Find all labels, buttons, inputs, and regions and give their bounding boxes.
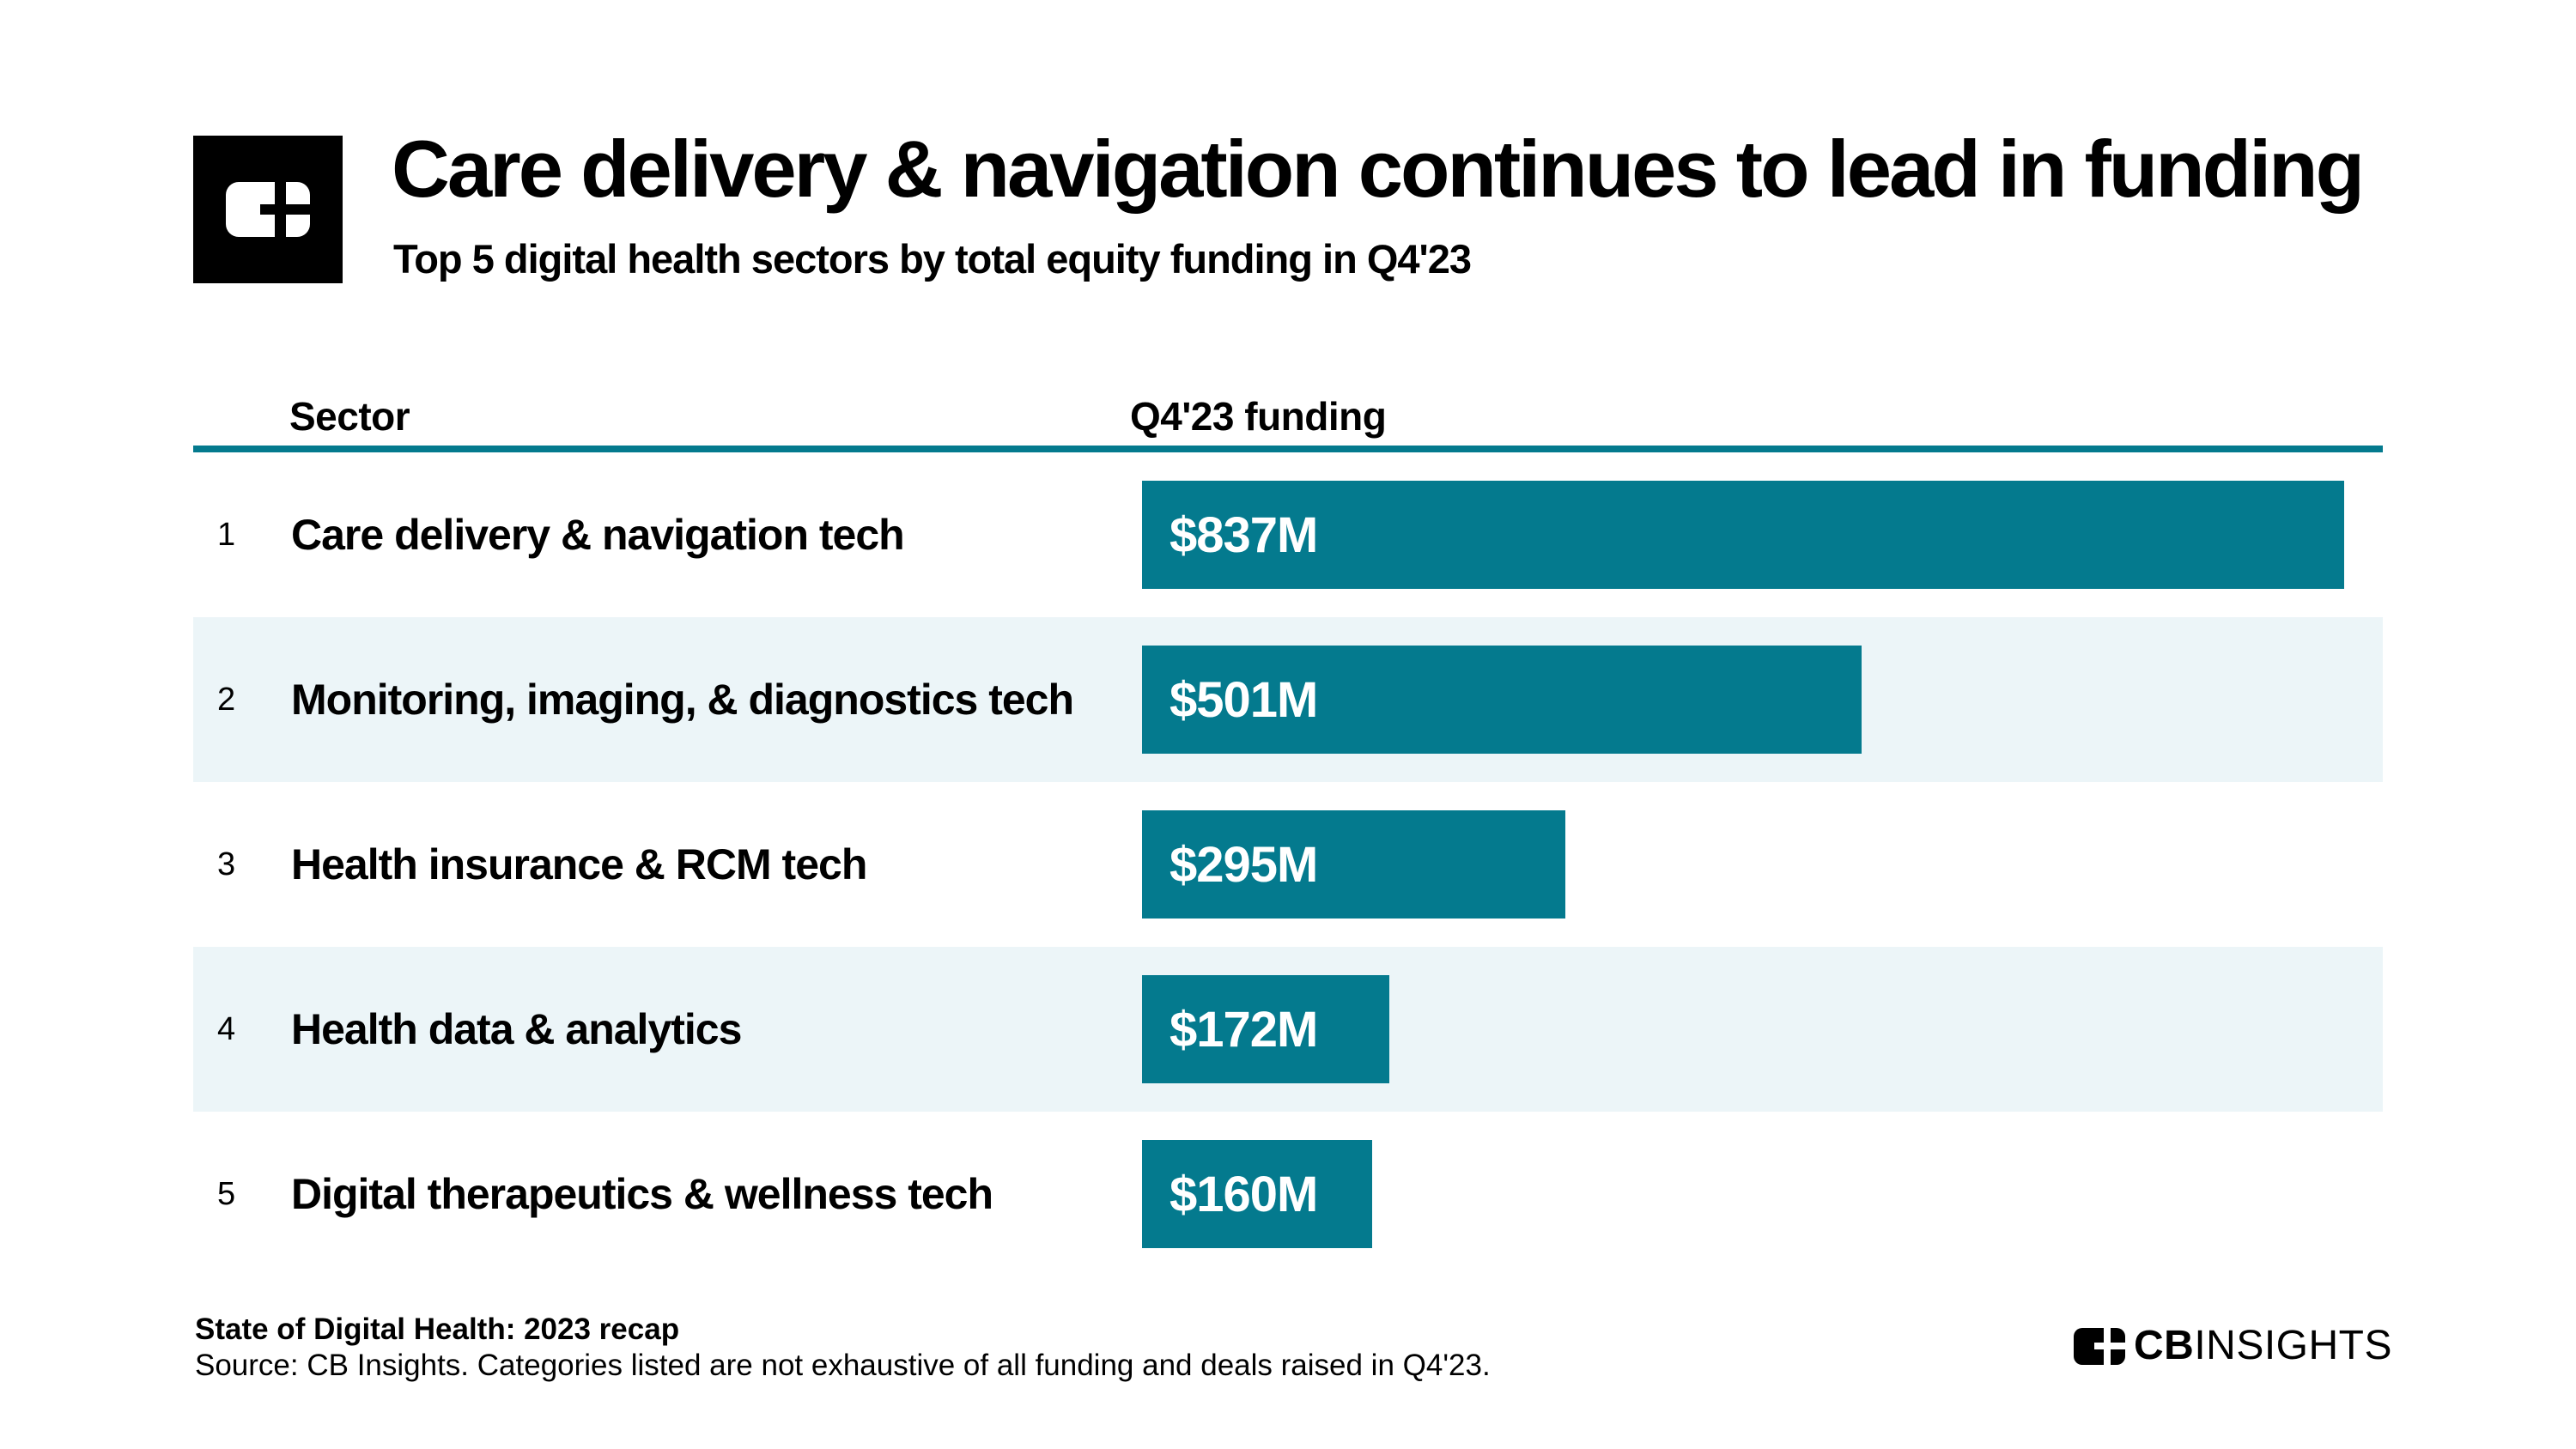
cb-insights-logo-mark	[193, 136, 343, 283]
brand-insights: INSIGHTS	[2194, 1323, 2393, 1368]
sector-name: Monitoring, imaging, & diagnostics tech	[291, 676, 1074, 724]
table-row: 2 Monitoring, imaging, & diagnostics tec…	[193, 617, 2383, 782]
cb-insights-window-icon	[2074, 1327, 2125, 1365]
funding-value: $837M	[1170, 506, 1318, 563]
sector-name: Health data & analytics	[291, 1005, 742, 1053]
rank-number: 2	[217, 681, 236, 718]
report-name: State of Digital Health: 2023 recap	[195, 1313, 680, 1346]
cbinsights-wordmark: CBINSIGHTS	[2074, 1325, 2392, 1367]
rank-number: 1	[217, 516, 236, 553]
rank-number: 5	[217, 1175, 236, 1212]
table-row: 1 Care delivery & navigation tech $837M	[193, 452, 2383, 617]
sector-name: Care delivery & navigation tech	[291, 511, 905, 559]
column-header-sector: Sector	[289, 394, 410, 439]
source-note: Source: CB Insights. Categories listed a…	[195, 1349, 1491, 1382]
sector-name: Digital therapeutics & wellness tech	[291, 1170, 993, 1218]
funding-bar: $172M	[1142, 975, 1389, 1083]
funding-value: $172M	[1170, 1001, 1318, 1058]
funding-value: $160M	[1170, 1166, 1318, 1222]
rank-number: 4	[217, 1010, 236, 1047]
funding-value: $501M	[1170, 671, 1318, 728]
sector-table: 1 Care delivery & navigation tech $837M …	[193, 452, 2383, 1276]
rank-number: 3	[217, 846, 236, 882]
page-subtitle: Top 5 digital health sectors by total eq…	[393, 236, 1472, 282]
cb-insights-window-icon	[226, 182, 310, 237]
funding-bar: $837M	[1142, 481, 2344, 589]
funding-bar: $501M	[1142, 646, 1862, 754]
column-header-funding: Q4'23 funding	[1130, 394, 1387, 439]
table-row: 5 Digital therapeutics & wellness tech $…	[193, 1112, 2383, 1276]
funding-value: $295M	[1170, 836, 1318, 893]
brand-cb: CB	[2134, 1323, 2195, 1368]
table-row: 3 Health insurance & RCM tech $295M	[193, 782, 2383, 947]
sector-name: Health insurance & RCM tech	[291, 840, 867, 888]
funding-bar: $160M	[1142, 1140, 1372, 1248]
page-title: Care delivery & navigation continues to …	[392, 124, 2365, 214]
table-row: 4 Health data & analytics $172M	[193, 947, 2383, 1112]
header-divider-rule	[193, 446, 2383, 452]
brand-text: CBINSIGHTS	[2134, 1325, 2392, 1367]
funding-bar: $295M	[1142, 810, 1565, 919]
footnote: State of Digital Health: 2023 recap Sour…	[195, 1312, 1491, 1384]
